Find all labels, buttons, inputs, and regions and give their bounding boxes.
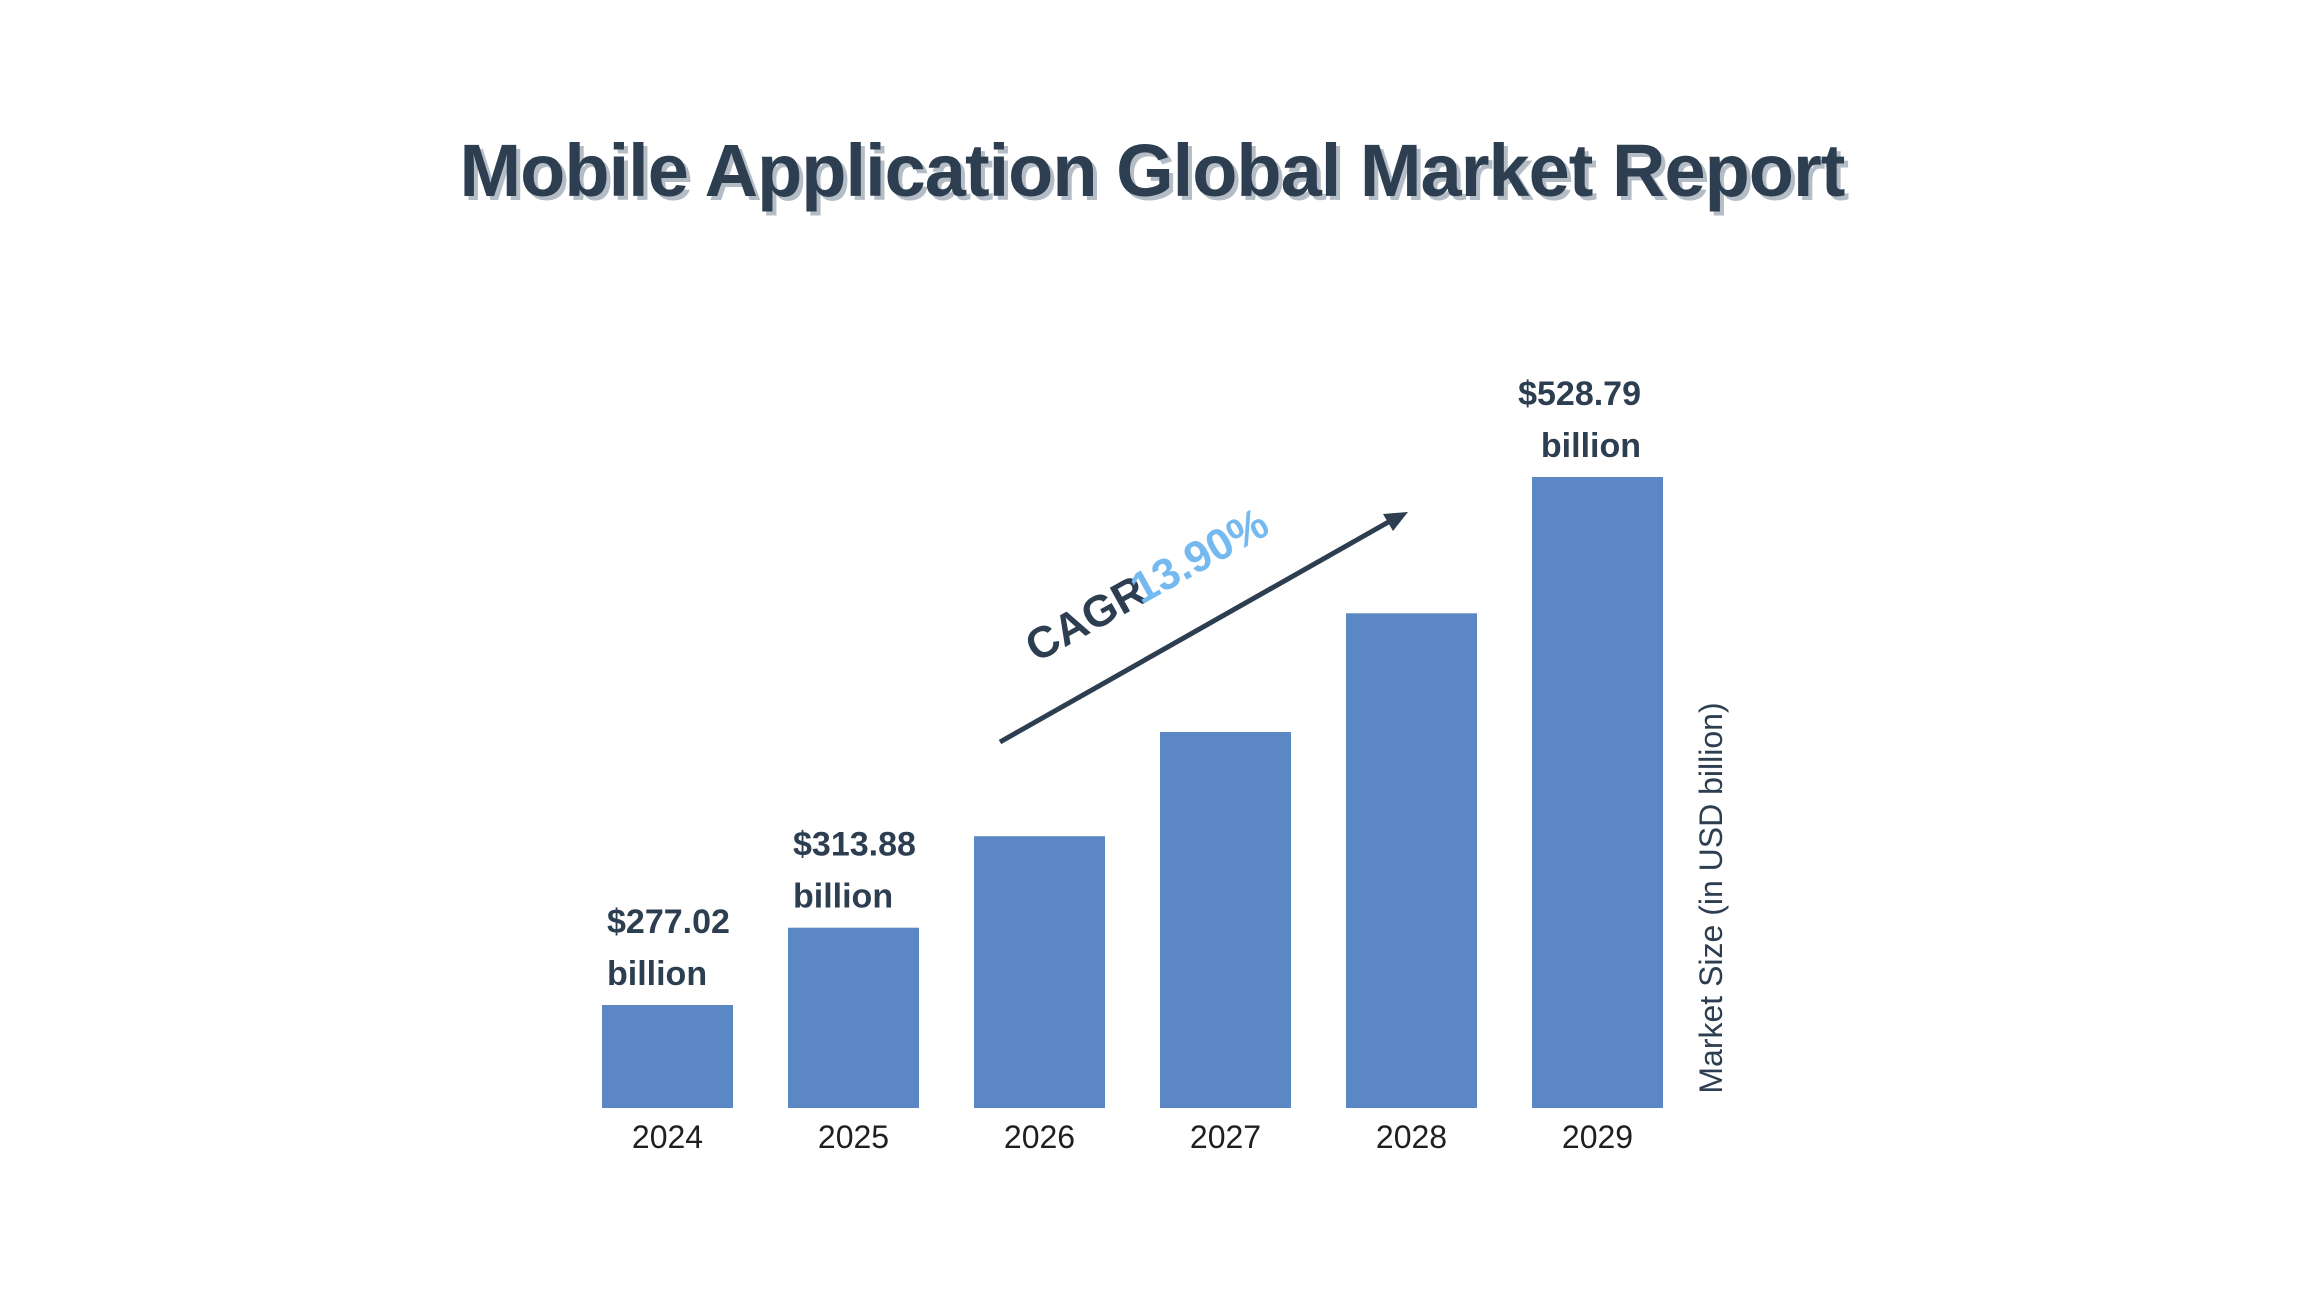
x-tick-label: 2024 [632,1119,703,1155]
bar-2027 [1160,731,1291,1108]
cagr-arrow [998,517,1394,745]
data-label-value: $313.88 [793,826,916,864]
bar-2025 [788,927,919,1108]
bar-2029 [1532,477,1663,1108]
x-tick-label: 2025 [818,1119,889,1155]
x-tick-label: 2028 [1376,1119,1447,1155]
bar-2026 [974,836,1105,1108]
data-label-unit: billion [1541,427,1641,465]
data-label-value: $277.02 [607,903,730,941]
bar-2028 [1346,613,1477,1108]
x-tick-label: 2027 [1190,1119,1261,1155]
y-axis-label: Market Size (in USD billion) [1693,702,1729,1093]
x-tick-label: 2026 [1004,1119,1075,1155]
chart-title: Mobile Application Global Market Report [459,129,1846,212]
data-label-value: $528.79 [1518,375,1641,413]
x-tick-label: 2029 [1562,1119,1633,1155]
data-label-unit: billion [607,955,707,993]
bar-2024 [602,1005,733,1108]
cagr-arrow-head [1383,512,1408,531]
data-label-unit: billion [793,878,893,916]
